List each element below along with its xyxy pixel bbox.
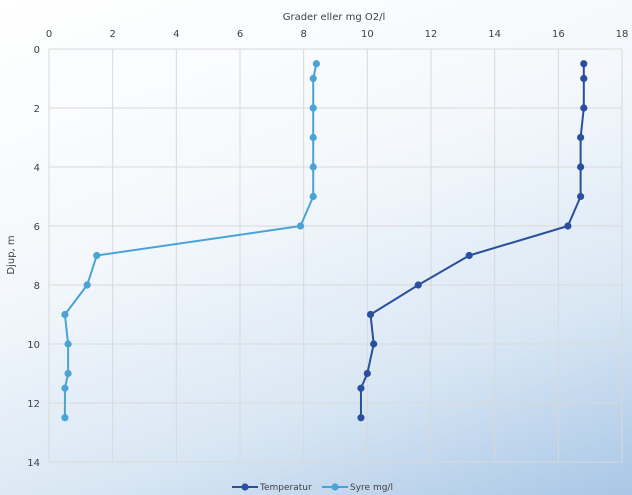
series-line <box>63 63 318 418</box>
y-tick-label: 14 <box>27 458 40 469</box>
data-point <box>312 60 320 68</box>
data-point <box>61 414 69 422</box>
data-point <box>64 340 72 348</box>
x-tick-label: 14 <box>488 29 501 40</box>
data-point <box>465 251 473 260</box>
y-tick-label: 2 <box>34 104 40 115</box>
data-point <box>363 369 371 378</box>
data-point <box>357 384 365 392</box>
y-tick-label: 6 <box>34 222 40 233</box>
data-point <box>577 192 585 201</box>
data-point <box>309 163 317 171</box>
x-tick-label: 6 <box>237 29 243 40</box>
data-point <box>61 384 69 392</box>
legend: Temperatur Syre mg/l <box>232 483 393 493</box>
data-point <box>83 281 91 289</box>
series-group <box>61 60 588 422</box>
axes: 0 2 4 6 8 10 12 14 16 18 0 2 4 6 8 10 12 14 <box>27 29 628 469</box>
x-tick-label: 8 <box>300 29 306 40</box>
legend-swatch-marker <box>331 483 339 491</box>
data-point <box>580 60 588 68</box>
legend-swatch-marker <box>241 483 249 491</box>
data-point <box>577 133 585 142</box>
x-tick-label: 0 <box>46 29 52 40</box>
legend-label: Temperatur <box>259 483 312 493</box>
data-point <box>93 251 101 260</box>
data-point <box>370 340 378 348</box>
data-point <box>309 74 317 83</box>
data-point <box>309 192 317 201</box>
data-point <box>64 369 72 378</box>
series-line <box>359 63 585 418</box>
y-tick-label: 10 <box>27 340 40 351</box>
data-point <box>414 281 422 289</box>
grid <box>48 48 623 463</box>
data-point <box>564 222 572 230</box>
x-tick-label: 2 <box>109 29 115 40</box>
data-point <box>296 222 305 230</box>
data-point <box>366 310 375 319</box>
y-tick-label: 0 <box>34 45 40 56</box>
x-tick-label: 18 <box>616 29 629 40</box>
legend-label: Syre mg/l <box>350 483 393 493</box>
x-tick-label: 4 <box>173 29 179 40</box>
data-point <box>61 310 69 319</box>
data-point <box>357 414 365 422</box>
y-tick-label: 4 <box>34 163 40 174</box>
data-point <box>580 74 588 83</box>
y-axis-title: Djup, m <box>6 235 17 274</box>
data-point <box>309 133 317 142</box>
x-tick-label: 16 <box>552 29 565 40</box>
x-tick-label: 12 <box>425 29 438 40</box>
y-tick-label: 8 <box>34 281 40 292</box>
x-tick-label: 10 <box>361 29 374 40</box>
x-axis-title: Grader eller mg O2/l <box>283 12 386 23</box>
data-point <box>580 104 588 112</box>
y-tick-label: 12 <box>27 399 40 410</box>
data-point <box>309 104 317 112</box>
data-point <box>577 163 585 171</box>
